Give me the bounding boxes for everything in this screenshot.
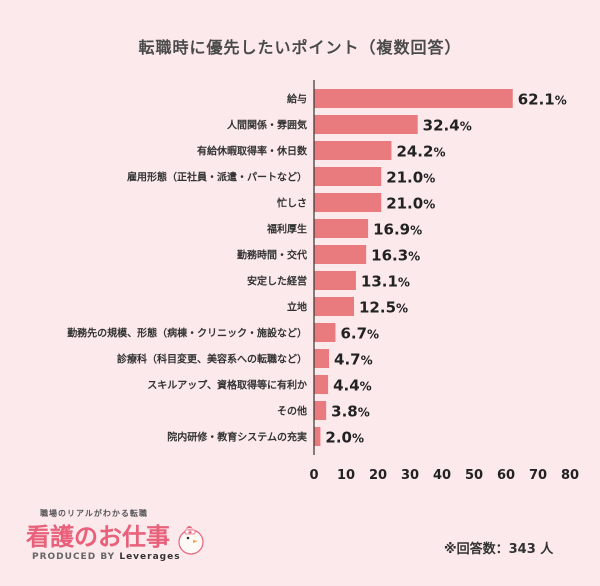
logo-produced-by: PRODUCED BY Leverages xyxy=(32,552,181,562)
category-label: 勤務先の規模、形態（病棟・クリニック・施設など） xyxy=(67,327,307,340)
value-unit: % xyxy=(396,302,408,316)
bar xyxy=(314,141,392,160)
value-unit: % xyxy=(555,94,567,108)
bar xyxy=(314,401,327,420)
value-unit: % xyxy=(361,354,373,368)
category-label: 給与 xyxy=(287,93,307,106)
respondent-count-note: ※回答数：343 人 xyxy=(444,542,554,557)
value-unit: % xyxy=(423,198,435,212)
bar xyxy=(314,375,329,394)
x-tick-label: 50 xyxy=(465,468,483,483)
x-tick-label: 60 xyxy=(497,468,515,483)
value-unit: % xyxy=(352,432,364,446)
bar xyxy=(314,271,356,290)
bar xyxy=(314,89,513,108)
category-label: 立地 xyxy=(287,301,307,314)
category-label: 雇用形態（正社員・派遣・パートなど） xyxy=(127,171,307,184)
category-label: 安定した経営 xyxy=(247,275,307,288)
logo: 職場のリアルがわかる転職 看護のお仕事 PRODUCED BY Leverage… xyxy=(20,508,210,570)
value-label: 21.0% xyxy=(386,195,435,213)
category-label: その他 xyxy=(277,405,307,418)
logo-name: 看護のお仕事 xyxy=(26,523,170,551)
category-label: 人間関係・雰囲気 xyxy=(227,119,307,132)
bar xyxy=(314,193,382,212)
category-label: 忙しさ xyxy=(276,197,307,210)
value-label: 24.2% xyxy=(396,143,445,161)
value-label: 12.5% xyxy=(359,299,408,317)
value-label: 3.8% xyxy=(331,403,370,421)
value-label: 2.0% xyxy=(325,429,364,447)
value-label: 13.1% xyxy=(361,273,410,291)
category-label: 福利厚生 xyxy=(266,223,307,236)
x-tick-label: 70 xyxy=(529,468,547,483)
value-label: 16.3% xyxy=(371,247,420,265)
value-label: 21.0% xyxy=(386,169,435,187)
bar xyxy=(314,297,354,316)
bar xyxy=(314,245,367,264)
bar xyxy=(314,219,369,238)
value-unit: % xyxy=(433,146,445,160)
value-unit: % xyxy=(398,276,410,290)
category-label: 勤務時間・交代 xyxy=(237,249,307,262)
bar xyxy=(314,323,336,342)
category-label: スキルアップ、資格取得等に有利か xyxy=(147,379,307,392)
value-label: 16.9% xyxy=(373,221,422,239)
value-unit: % xyxy=(460,120,472,134)
x-tick-label: 40 xyxy=(433,468,451,483)
logo-brand: Leverages xyxy=(119,552,181,562)
logo-produced-label: PRODUCED BY xyxy=(32,552,116,562)
x-tick-label: 0 xyxy=(309,468,318,483)
value-label: 6.7% xyxy=(340,325,379,343)
value-label: 62.1% xyxy=(518,91,567,109)
value-unit: % xyxy=(360,380,372,394)
value-unit: % xyxy=(358,406,370,420)
category-label: 診療科（科目変更、美容系への転職など） xyxy=(117,353,307,366)
bar xyxy=(314,167,382,186)
x-tick-label: 30 xyxy=(401,468,419,483)
x-tick-label: 20 xyxy=(369,468,387,483)
x-tick-label: 10 xyxy=(337,468,355,483)
value-unit: % xyxy=(367,328,379,342)
value-label: 32.4% xyxy=(423,117,472,135)
category-label: 院内研修・教育システムの充実 xyxy=(167,431,307,444)
bar-chart: 給与 62.1% 人間関係・雰囲気 32.4% 有給休暇取得率・休日数 24.2% 雇用形態… xyxy=(67,80,579,483)
value-unit: % xyxy=(423,172,435,186)
category-label: 有給休暇取得率・休日数 xyxy=(197,145,308,158)
value-label: 4.7% xyxy=(334,351,373,369)
bar xyxy=(314,349,330,368)
chart-title: 転職時に優先したいポイント（複数回答） xyxy=(138,38,462,57)
value-unit: % xyxy=(410,224,422,238)
x-tick-label: 80 xyxy=(561,468,579,483)
logo-tagline: 職場のリアルがわかる転職 xyxy=(40,509,148,518)
value-unit: % xyxy=(408,250,420,264)
bar xyxy=(314,427,321,446)
value-label: 4.4% xyxy=(333,377,372,395)
chick-mascot-icon xyxy=(178,526,204,555)
bar xyxy=(314,115,418,134)
